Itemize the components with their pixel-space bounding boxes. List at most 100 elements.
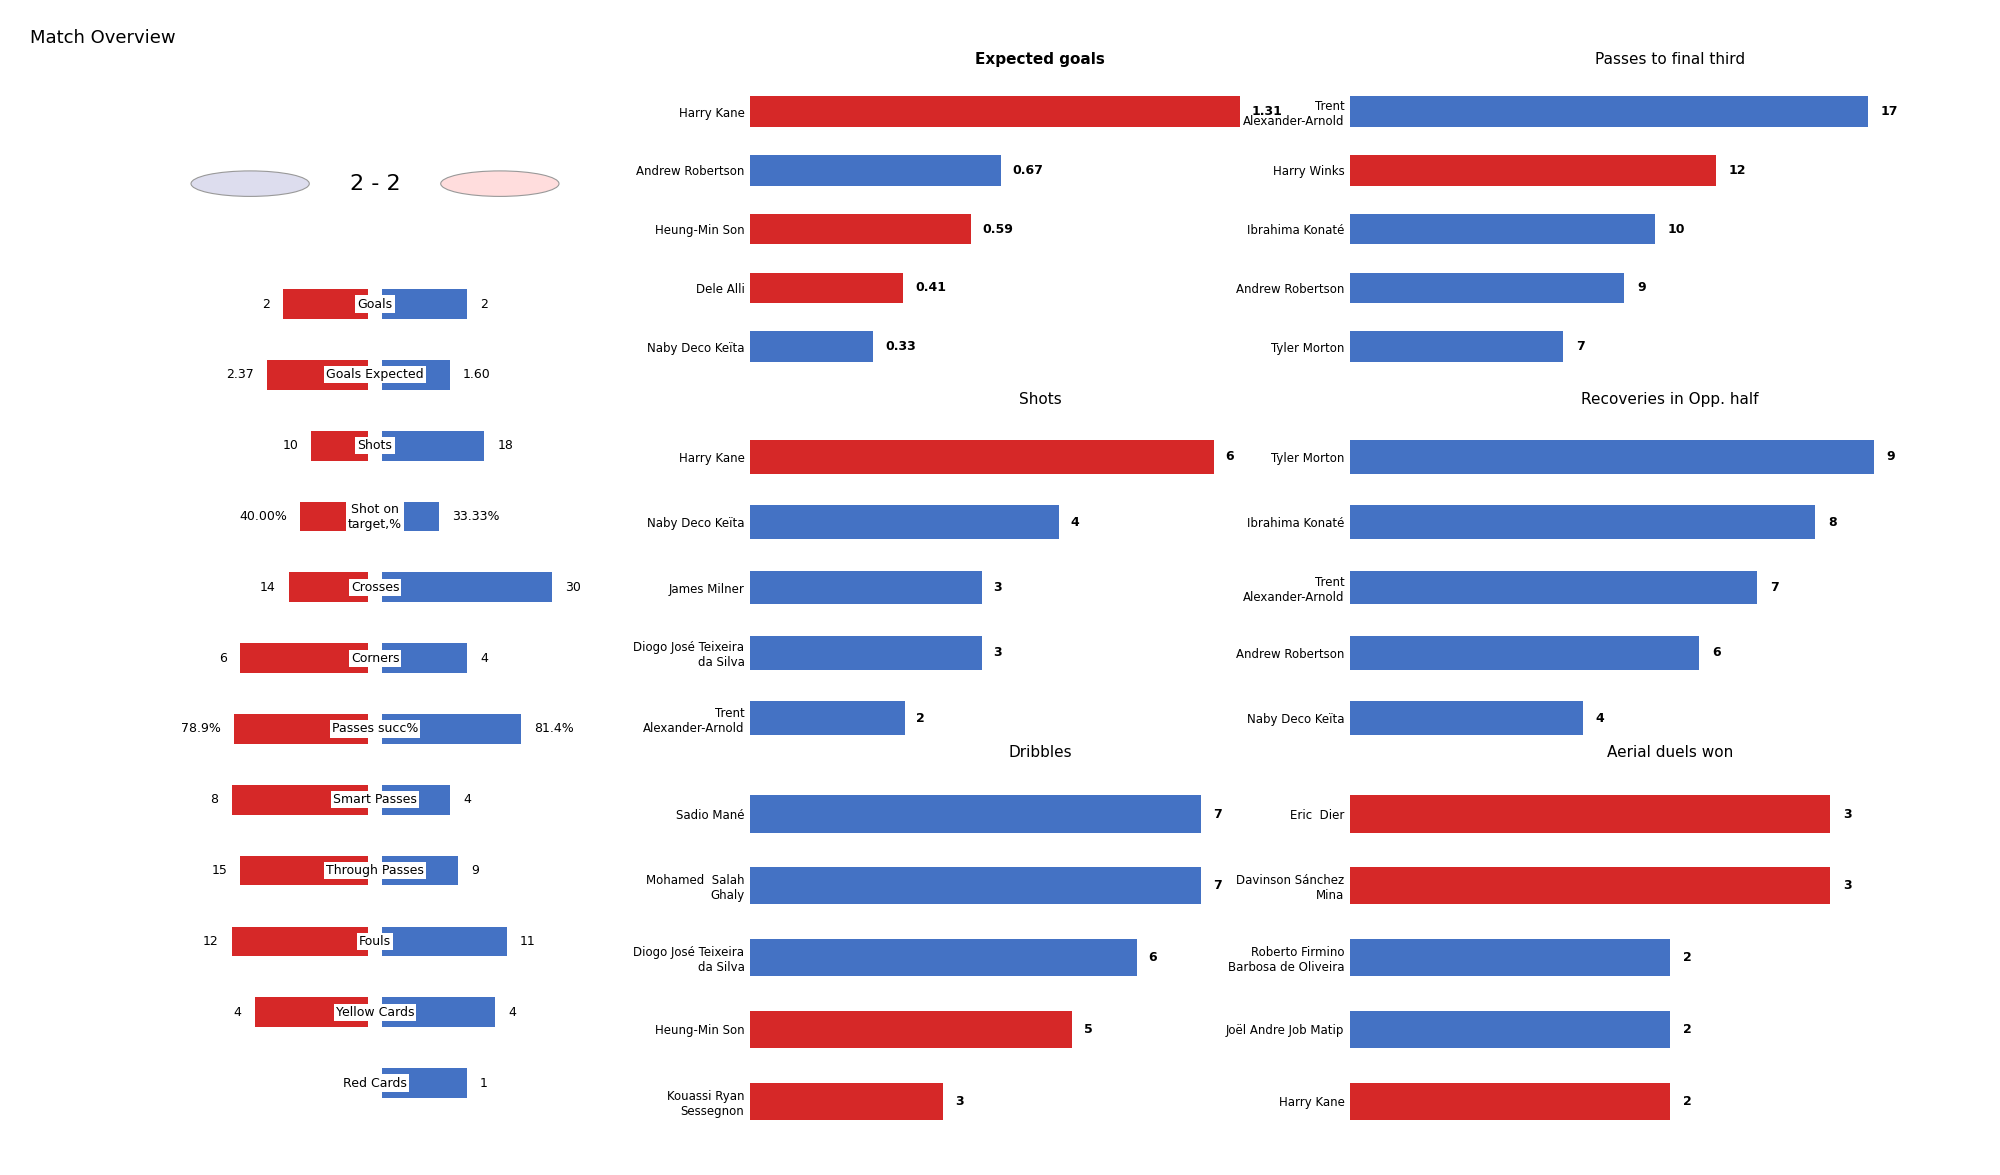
Text: 12: 12: [1728, 163, 1746, 177]
Text: 4: 4: [234, 1006, 242, 1019]
Text: 15: 15: [212, 864, 228, 877]
Title: Aerial duels won: Aerial duels won: [1606, 745, 1734, 760]
Bar: [382, 289, 468, 318]
Bar: [254, 998, 368, 1027]
Text: 6: 6: [1148, 951, 1156, 965]
Bar: [750, 939, 1136, 976]
Bar: [750, 505, 1060, 539]
Text: 2: 2: [1682, 1095, 1692, 1108]
Text: 9: 9: [1638, 281, 1646, 295]
Text: 4: 4: [508, 1006, 516, 1019]
Bar: [382, 431, 484, 461]
Bar: [232, 785, 368, 814]
Text: Shots: Shots: [358, 439, 392, 452]
Circle shape: [192, 170, 310, 196]
Bar: [232, 927, 368, 956]
Text: 2: 2: [1682, 951, 1692, 965]
Bar: [382, 714, 520, 744]
Bar: [750, 155, 1000, 186]
Text: 40.00%: 40.00%: [240, 510, 286, 523]
Bar: [1350, 571, 1758, 604]
Text: 81.4%: 81.4%: [534, 723, 574, 736]
Bar: [750, 701, 904, 736]
Text: 3: 3: [994, 646, 1002, 659]
Text: 7: 7: [1576, 340, 1584, 354]
Text: 0.67: 0.67: [1012, 163, 1044, 177]
Bar: [1350, 701, 1582, 736]
Text: 30: 30: [566, 580, 582, 593]
Bar: [1350, 214, 1654, 244]
Bar: [288, 572, 368, 603]
Text: 18: 18: [498, 439, 514, 452]
Text: 5: 5: [1084, 1023, 1092, 1036]
Text: 11: 11: [520, 935, 536, 948]
Text: Goals: Goals: [358, 297, 392, 310]
Text: 8: 8: [210, 793, 218, 806]
Bar: [750, 96, 1240, 127]
Title: Shots: Shots: [1018, 392, 1062, 408]
Text: Passes succ%: Passes succ%: [332, 723, 418, 736]
Text: 0.33: 0.33: [886, 340, 916, 354]
Text: Goals Expected: Goals Expected: [326, 369, 424, 382]
Bar: [1350, 636, 1700, 670]
Text: Red Cards: Red Cards: [344, 1076, 406, 1089]
Bar: [382, 785, 450, 814]
Circle shape: [440, 170, 560, 196]
Bar: [382, 360, 450, 390]
Text: 6: 6: [1712, 646, 1720, 659]
Text: 2: 2: [916, 712, 926, 725]
Title: Passes to final third: Passes to final third: [1594, 52, 1746, 67]
Text: 4: 4: [480, 652, 488, 665]
Text: 12: 12: [202, 935, 218, 948]
Text: 3: 3: [1842, 879, 1852, 892]
Bar: [382, 502, 438, 531]
Text: 4: 4: [1596, 712, 1604, 725]
Bar: [382, 855, 458, 886]
Bar: [382, 1068, 468, 1097]
Bar: [1350, 273, 1624, 303]
Bar: [382, 927, 506, 956]
Bar: [1350, 155, 1716, 186]
Text: Shot on
target,%: Shot on target,%: [348, 503, 402, 531]
Text: Through Passes: Through Passes: [326, 864, 424, 877]
Text: 33.33%: 33.33%: [452, 510, 500, 523]
Bar: [750, 439, 1214, 474]
Text: 0.59: 0.59: [982, 222, 1014, 236]
Bar: [1350, 96, 1868, 127]
Bar: [750, 571, 982, 604]
Text: 6: 6: [220, 652, 228, 665]
Bar: [750, 795, 1202, 833]
Text: 7: 7: [1212, 879, 1222, 892]
Bar: [750, 214, 970, 244]
Bar: [284, 289, 368, 318]
Text: 8: 8: [1828, 516, 1836, 529]
Bar: [312, 431, 368, 461]
Text: 1.31: 1.31: [1252, 105, 1282, 119]
Bar: [750, 1010, 1072, 1048]
Bar: [268, 360, 368, 390]
Text: 9: 9: [1886, 450, 1896, 463]
Bar: [1350, 1010, 1670, 1048]
Text: 2: 2: [1682, 1023, 1692, 1036]
Text: 10: 10: [1668, 222, 1686, 236]
Text: 2: 2: [262, 297, 270, 310]
Text: 4: 4: [464, 793, 470, 806]
Bar: [750, 1082, 944, 1120]
Bar: [1350, 331, 1564, 362]
Text: 2 - 2: 2 - 2: [350, 174, 400, 194]
Text: 3: 3: [1842, 807, 1852, 820]
Bar: [1350, 439, 1874, 474]
Text: 1: 1: [480, 1076, 488, 1089]
Bar: [234, 714, 368, 744]
Text: Match Overview: Match Overview: [30, 29, 176, 47]
Text: 3: 3: [954, 1095, 964, 1108]
Title: Expected goals: Expected goals: [976, 52, 1104, 67]
Title: Recoveries in Opp. half: Recoveries in Opp. half: [1582, 392, 1758, 408]
Text: Yellow Cards: Yellow Cards: [336, 1006, 414, 1019]
Text: 9: 9: [472, 864, 480, 877]
Bar: [750, 636, 982, 670]
Text: 1.60: 1.60: [464, 369, 490, 382]
Bar: [382, 998, 496, 1027]
Bar: [300, 502, 368, 531]
Bar: [240, 855, 368, 886]
